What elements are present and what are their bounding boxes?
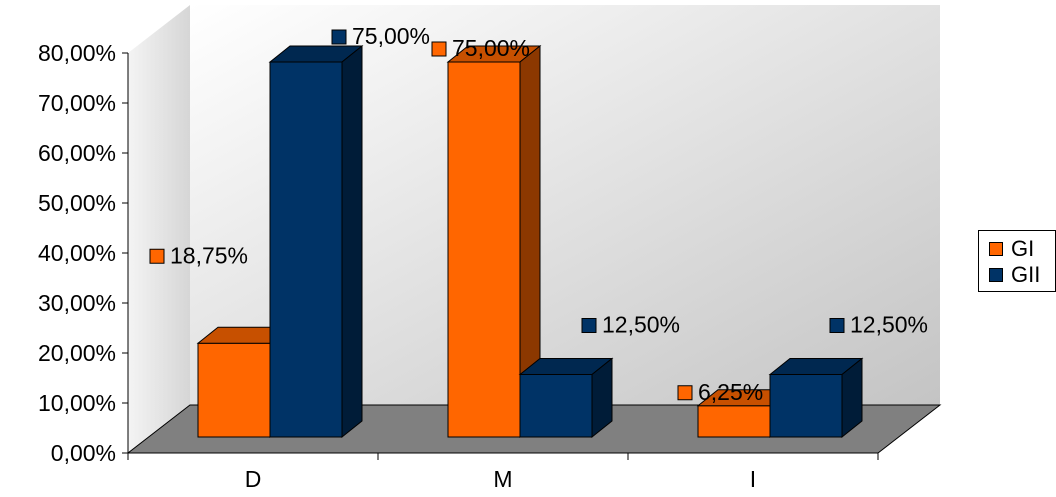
side-wall bbox=[128, 5, 190, 453]
back-wall bbox=[190, 5, 940, 405]
x-tick-label: D bbox=[245, 466, 262, 492]
x-tick-label: M bbox=[493, 466, 512, 492]
y-tick-label: 70,00% bbox=[38, 90, 116, 116]
bar-gi-m bbox=[446, 44, 542, 439]
legend-item-gii: GII bbox=[989, 262, 1041, 287]
bar-front bbox=[697, 405, 771, 438]
y-tick-label: 10,00% bbox=[38, 390, 116, 416]
bar-front bbox=[197, 342, 271, 438]
data-label: 6,25% bbox=[698, 379, 763, 405]
bar-side bbox=[841, 357, 863, 439]
bar-side bbox=[591, 357, 613, 439]
y-tick-label: 30,00% bbox=[38, 290, 116, 316]
legend-swatch-gi bbox=[989, 242, 1003, 256]
data-label-key bbox=[581, 318, 597, 333]
data-label: 75,00% bbox=[452, 35, 530, 61]
data-label: 12,50% bbox=[850, 312, 928, 338]
y-tick-label: 80,00% bbox=[38, 40, 116, 66]
data-label: 75,00% bbox=[352, 23, 430, 49]
data-label-key bbox=[677, 385, 693, 401]
data-label: 12,50% bbox=[602, 312, 680, 338]
legend-swatch-gii bbox=[989, 268, 1003, 282]
bar-gii-i bbox=[768, 357, 864, 439]
data-labels: 18,75% 75,00% 75,00% 12,50% 6,25% 12,50% bbox=[149, 23, 928, 405]
y-tick-label: 20,00% bbox=[38, 340, 116, 366]
bar-front bbox=[447, 61, 521, 438]
data-label-key bbox=[829, 318, 845, 333]
bar-gii-d bbox=[268, 44, 364, 439]
legend-label-gi: GI bbox=[1011, 236, 1035, 261]
legend-item-gi: GI bbox=[989, 236, 1035, 261]
data-label: 18,75% bbox=[170, 242, 248, 268]
y-tick-label: 0,00% bbox=[51, 440, 116, 466]
bar-gi-i bbox=[696, 388, 792, 439]
data-label-key bbox=[149, 248, 165, 264]
legend-label-gii: GII bbox=[1011, 262, 1041, 287]
y-axis: 0,00% 10,00% 20,00% 30,00% 40,00% 50,00% 60,00… bbox=[38, 40, 129, 466]
bar-side bbox=[341, 44, 363, 439]
y-tick-label: 50,00% bbox=[38, 190, 116, 216]
x-tick-label: I bbox=[750, 466, 756, 492]
bar-gii-m bbox=[518, 357, 614, 439]
y-tick-label: 60,00% bbox=[38, 140, 116, 166]
data-label-key bbox=[331, 29, 347, 45]
bar-front bbox=[519, 374, 593, 438]
bar-front bbox=[769, 374, 843, 438]
bars bbox=[196, 44, 864, 439]
legend: GI GII bbox=[978, 230, 1056, 292]
bar-front bbox=[269, 61, 343, 438]
data-label-key bbox=[431, 41, 447, 57]
y-tick-label: 40,00% bbox=[38, 240, 116, 266]
